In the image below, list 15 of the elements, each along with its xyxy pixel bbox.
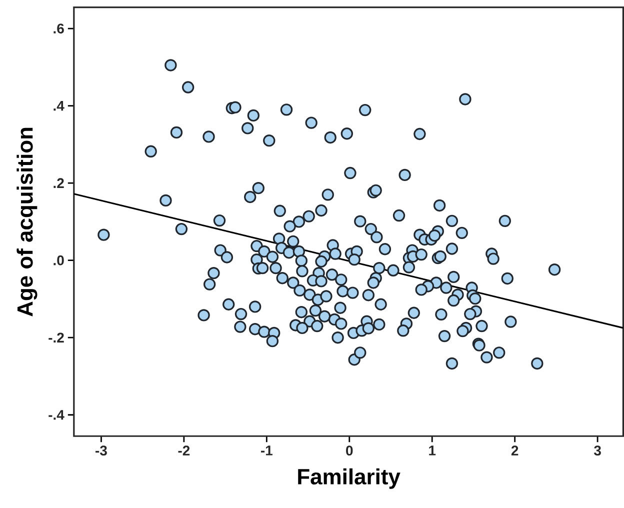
x-tick-label: -3: [96, 445, 107, 456]
x-tick-label: -2: [178, 445, 190, 456]
y-tick-label: -.4: [48, 410, 64, 420]
x-tick-label: -1: [260, 445, 272, 456]
y-tick-label: -.2: [48, 332, 64, 342]
y-tick-label: .4: [54, 100, 64, 110]
x-tick-label: 2: [511, 445, 518, 456]
x-axis-title: Familarity: [298, 468, 400, 489]
y-axis-title: Age of acquisition: [16, 128, 38, 316]
x-tick-label: 3: [594, 445, 601, 456]
y-tick-label: .2: [54, 178, 64, 188]
x-tick-label: 0: [346, 445, 353, 456]
y-tick-label: .6: [54, 23, 64, 34]
y-tick-label: .0: [54, 255, 64, 266]
x-tick-label: 1: [429, 445, 436, 456]
